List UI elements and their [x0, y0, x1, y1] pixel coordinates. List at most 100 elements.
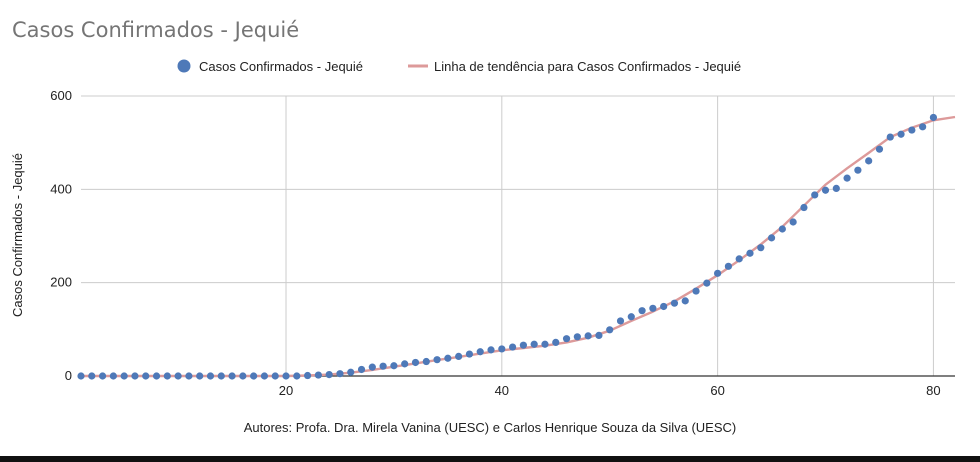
data-point	[724, 262, 733, 270]
data-point	[811, 191, 819, 199]
y-axis-label: Casos Confirmados - Jequié	[10, 153, 25, 317]
data-point	[735, 255, 743, 263]
data-point	[703, 279, 711, 287]
x-tick-label: 20	[279, 383, 293, 398]
data-point	[541, 340, 549, 348]
data-point	[875, 145, 884, 153]
legend: Casos Confirmados - Jequié Linha de tendê…	[177, 59, 741, 74]
data-point	[627, 313, 635, 321]
data-point	[217, 372, 225, 380]
data-point	[379, 362, 387, 370]
trendline	[81, 115, 956, 378]
trendline-series	[81, 115, 956, 378]
data-point	[347, 368, 355, 376]
y-tick-label: 600	[50, 88, 72, 103]
data-point	[336, 370, 344, 378]
data-point	[228, 372, 236, 380]
data-point	[260, 372, 269, 380]
data-point	[152, 372, 161, 380]
data-point	[401, 360, 409, 368]
y-tick-label: 400	[50, 181, 72, 196]
data-point	[778, 225, 786, 233]
data-point	[821, 186, 830, 194]
data-point	[660, 302, 668, 311]
data-point	[390, 362, 398, 370]
data-point	[174, 372, 182, 380]
data-point	[908, 126, 916, 134]
data-point	[250, 372, 258, 380]
y-tick-label: 200	[50, 275, 72, 290]
data-point	[897, 130, 905, 138]
data-point	[843, 174, 851, 182]
legend-marker-points	[177, 59, 191, 73]
data-point	[929, 113, 938, 122]
data-point	[444, 354, 452, 362]
data-point	[77, 372, 85, 380]
x-tick-label: 40	[495, 383, 509, 398]
data-point	[109, 372, 117, 380]
bottom-bar	[0, 456, 980, 462]
data-point	[767, 234, 776, 242]
data-point	[616, 317, 625, 325]
data-point	[368, 363, 376, 371]
data-point	[595, 331, 603, 339]
data-point	[120, 372, 128, 380]
data-point	[509, 343, 517, 351]
data-point	[239, 372, 247, 380]
data-point	[681, 297, 689, 305]
chart-title: Casos Confirmados - Jequié	[12, 18, 300, 42]
data-point	[282, 372, 290, 380]
legend-label-points: Casos Confirmados - Jequié	[199, 59, 363, 74]
data-point	[746, 249, 754, 257]
data-point	[433, 356, 441, 364]
data-point	[832, 184, 840, 192]
data-point	[584, 332, 592, 340]
data-point	[562, 335, 571, 343]
data-point	[670, 299, 679, 307]
data-point	[131, 372, 139, 380]
data-point	[854, 166, 862, 174]
data-point	[142, 372, 150, 380]
y-tick-label: 0	[65, 368, 72, 383]
data-point	[476, 348, 484, 356]
data-point	[487, 346, 495, 354]
legend-label-trendline: Linha de tendência para Casos Confirmado…	[434, 59, 741, 74]
data-point	[196, 372, 204, 380]
data-point	[314, 371, 322, 379]
data-point	[606, 326, 614, 334]
data-point	[530, 340, 538, 348]
data-point	[919, 123, 927, 131]
data-point	[455, 352, 463, 360]
data-point	[185, 372, 193, 380]
data-point	[800, 203, 808, 212]
data-point	[293, 372, 301, 380]
data-point	[88, 372, 96, 380]
data-points-series	[77, 113, 938, 380]
data-point	[692, 287, 700, 295]
data-point	[573, 333, 581, 341]
data-point	[865, 157, 873, 165]
data-point	[98, 372, 107, 380]
data-point	[325, 371, 333, 379]
data-point	[886, 133, 894, 141]
data-point	[498, 345, 506, 353]
data-point	[357, 365, 366, 374]
data-point	[714, 269, 722, 277]
chart-footer: Autores: Profa. Dra. Mirela Vanina (UESC…	[244, 420, 737, 435]
data-point	[206, 372, 215, 380]
data-point	[789, 218, 797, 226]
data-point	[422, 357, 430, 366]
data-point	[271, 372, 279, 380]
data-point	[465, 350, 474, 358]
x-tick-label: 80	[926, 383, 940, 398]
data-point	[519, 341, 527, 349]
data-point	[552, 338, 560, 346]
data-point	[638, 307, 646, 315]
data-point	[649, 304, 657, 312]
x-tick-label: 60	[710, 383, 724, 398]
data-point	[163, 372, 171, 380]
axes: 0 200 400 600 20 40 60 80	[50, 88, 955, 398]
data-point	[303, 371, 312, 380]
data-point	[757, 244, 765, 252]
